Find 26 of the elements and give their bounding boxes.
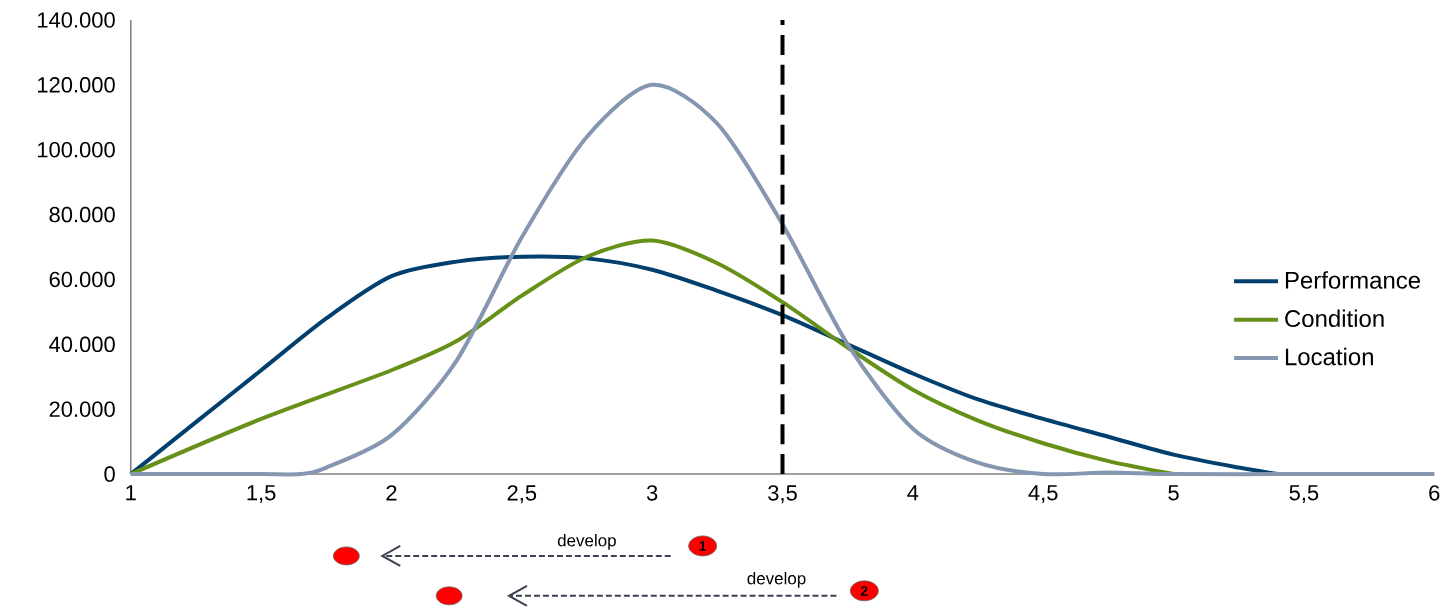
x-tick-label: 5,5 (1289, 485, 1319, 504)
y-tick-label: 140.000 (38, 12, 115, 28)
y-tick-label: 100.000 (38, 142, 115, 158)
y-tick-label: 120.000 (38, 77, 115, 93)
y-tick-label: 20.000 (49, 401, 115, 418)
x-tick-label: 2,5 (507, 485, 537, 504)
legend-label: Location (1285, 347, 1373, 366)
legend-label: Performance (1285, 271, 1420, 289)
x-tick-label: 5 (1168, 485, 1179, 501)
x-tick-label: 4 (907, 485, 919, 501)
y-tick-label: 80.000 (49, 206, 115, 223)
y-tick-label: 0 (104, 466, 115, 482)
x-tick-label: 6 (1429, 485, 1440, 501)
y-tick-label: 60.000 (49, 271, 115, 288)
y-tick-label: 40.000 (49, 336, 115, 353)
text: develop (747, 572, 806, 588)
x-tick-label: 4,5 (1028, 485, 1058, 504)
x-tick-label: 3,5 (768, 485, 797, 504)
x-tick-label: 1,5 (247, 485, 276, 504)
text: 1 (699, 541, 707, 551)
text: develop (557, 534, 616, 550)
legend-label: Condition (1285, 309, 1384, 328)
text: 2 (860, 586, 868, 596)
x-tick-label: 1 (126, 485, 136, 501)
x-tick-label: 2 (386, 485, 397, 501)
x-tick-label: 3 (646, 485, 658, 501)
